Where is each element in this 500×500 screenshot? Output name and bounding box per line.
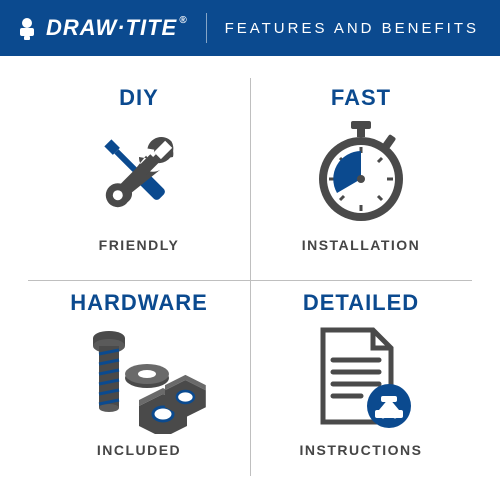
feature-hardware: HARDWARE [28, 271, 250, 476]
hitch-ball-icon [14, 15, 40, 41]
feature-subtitle: INCLUDED [97, 442, 181, 458]
hardware-icon [69, 324, 209, 434]
header-bar: DRAW·TITE® FEATURES AND BENEFITS [0, 0, 500, 56]
brand-logo: DRAW·TITE® [14, 15, 188, 41]
stopwatch-icon [291, 119, 431, 229]
feature-title: HARDWARE [70, 290, 208, 316]
feature-subtitle: INSTRUCTIONS [300, 442, 423, 458]
feature-detailed: DETAILED I [250, 271, 472, 476]
feature-title: DETAILED [303, 290, 419, 316]
header-tagline: FEATURES AND BENEFITS [225, 20, 479, 37]
document-icon [291, 324, 431, 434]
feature-title: DIY [119, 85, 159, 111]
brand-name: DRAW·TITE® [46, 15, 188, 41]
feature-title: FAST [331, 85, 391, 111]
features-grid: DIY FRIENDLY [0, 56, 500, 500]
feature-fast: FAST [250, 66, 472, 271]
registered-mark: ® [179, 15, 187, 26]
feature-subtitle: FRIENDLY [99, 237, 180, 253]
header-divider [206, 13, 207, 43]
feature-subtitle: INSTALLATION [302, 237, 421, 253]
tools-icon [69, 119, 209, 229]
feature-diy: DIY FRIENDLY [28, 66, 250, 271]
